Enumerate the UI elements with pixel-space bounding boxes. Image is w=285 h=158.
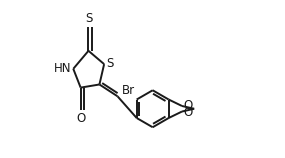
Text: HN: HN [54,62,72,75]
Text: Br: Br [122,84,135,97]
Text: O: O [76,112,85,125]
Text: S: S [85,12,92,25]
Text: S: S [106,57,114,70]
Text: O: O [184,99,193,112]
Text: O: O [184,106,193,119]
